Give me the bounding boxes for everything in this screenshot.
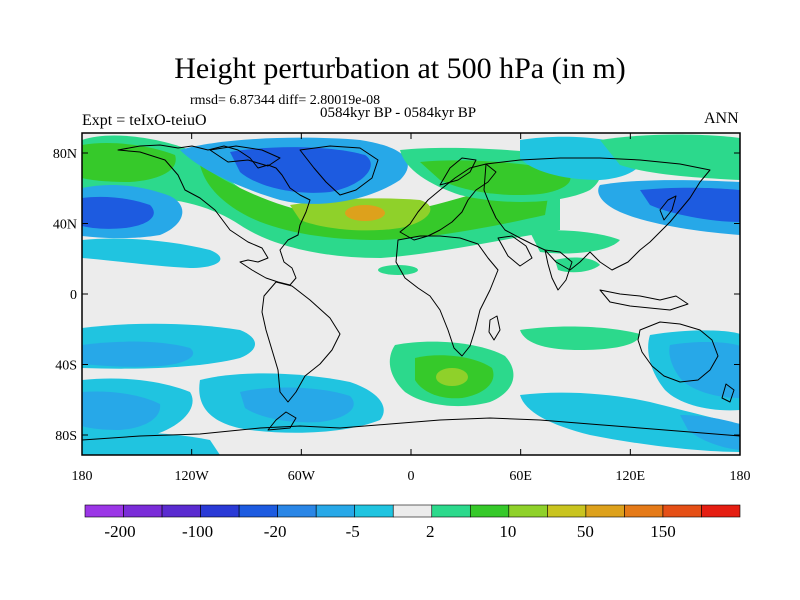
sh-negative-southern-east-mid (680, 415, 740, 450)
scandinavia-coast (439, 157, 477, 186)
south-america-coast (261, 281, 341, 403)
colorbar-label: -5 (346, 522, 360, 541)
lat-tick-label: 40S (55, 359, 77, 374)
colorbar-label: 10 (499, 522, 516, 541)
colorbar-swatch (469, 504, 510, 518)
coastlines (82, 144, 740, 441)
lon-tick-label: 180 (730, 469, 751, 484)
colorbar-swatch (315, 504, 356, 518)
antarctica-coast (82, 417, 740, 441)
asia-coast (483, 157, 711, 271)
nh-negative-americas-tail (82, 238, 221, 268)
colorbar-swatch (354, 504, 394, 518)
colorbar-label: -100 (182, 522, 213, 541)
north-america-coast (117, 144, 311, 286)
india-coast (544, 249, 573, 291)
colorbar-label: -20 (264, 522, 287, 541)
colorbar-swatch (200, 504, 240, 518)
nh-positive-west-lobe (82, 143, 176, 182)
colorbar-swatch (624, 504, 664, 518)
colorbar-swatch (161, 504, 201, 518)
lon-tick-label: 60W (288, 469, 316, 484)
map-title: Height perturbation at 500 hPa (in m) (174, 52, 626, 85)
nh-positive-max (345, 205, 385, 221)
nh-positive-core-west (200, 165, 550, 240)
colorbar-swatch (84, 504, 124, 518)
japan-coast (659, 195, 677, 221)
sh-negative-australia-mid (669, 342, 740, 398)
sh-negative-southern-west-mid (82, 391, 161, 430)
europe-coast (399, 163, 497, 241)
colorbar-labels: -200 -100 -20 -5 2 10 50 150 (104, 522, 675, 541)
nh-positive-east-lobe (530, 230, 620, 254)
lat-tick-label: 80S (55, 429, 77, 444)
lon-tick-label: 0 (408, 469, 415, 484)
lat-tick-label: 40N (53, 218, 77, 233)
colorbar-swatch (508, 504, 548, 518)
longitude-axis: 180 120W 60W 0 60E 120E 180 (72, 133, 751, 484)
indonesia-coast (599, 289, 689, 311)
lat-tick-label: 80N (53, 147, 77, 162)
colorbar-swatch (238, 504, 278, 518)
arctic-islands-coast (209, 145, 281, 167)
lon-tick-label: 60E (509, 469, 532, 484)
colorbar-swatch (585, 504, 625, 518)
colorbar-swatch (547, 504, 587, 518)
madagascar-coast (488, 315, 501, 341)
rmsd-diff-stats: rmsd= 6.87344 diff= 2.80019e-08 (190, 93, 381, 108)
colorbar-label: 50 (577, 522, 594, 541)
colorbar-swatch (392, 504, 433, 518)
new-zealand-coast (721, 383, 735, 403)
sh-negative-pacific-south-mid (240, 387, 354, 423)
colorbar (84, 504, 741, 518)
colorbar-swatch (123, 504, 163, 518)
experiment-label: Expt = teIxO-teiuO (82, 112, 207, 129)
lon-tick-label: 180 (72, 469, 93, 484)
australia-coast (637, 321, 719, 383)
colorbar-swatch (701, 504, 741, 518)
colorbar-label: -200 (104, 522, 135, 541)
nh-negative-greenland-core (230, 147, 371, 193)
colorbar-label: 2 (426, 522, 435, 541)
lon-tick-label: 120W (175, 469, 210, 484)
colorbar-swatch (277, 504, 317, 518)
arabia-coast (497, 235, 533, 267)
time-period-label: 0584kyr BP - 0584kyr BP (320, 105, 477, 121)
lat-tick-label: 0 (70, 288, 77, 303)
sh-negative-southern-east (520, 392, 740, 452)
africa-coast (395, 235, 499, 357)
sh-positive-south-atlantic-peak (436, 368, 468, 386)
colorbar-swatch (662, 504, 702, 518)
tropical-positive-atlantic (378, 265, 418, 275)
nh-positive-eurasia-core (420, 160, 571, 196)
nh-negative-pacific-core (640, 187, 740, 222)
sh-negative-pacific-west-mid (82, 341, 194, 367)
tropical-positive-indian (555, 257, 600, 273)
latitude-axis: 80N 40N 0 40S 80S (53, 147, 740, 444)
nh-negative-west-pacific-core (82, 196, 154, 229)
height-perturbation-field (82, 133, 740, 455)
season-label: ANN (704, 110, 739, 127)
lon-tick-label: 120E (616, 469, 646, 484)
sh-negative-patagonia (82, 432, 220, 455)
antarctic-peninsula-coast (267, 411, 297, 431)
sh-positive-indian (520, 326, 640, 350)
colorbar-swatch (431, 504, 471, 518)
greenland-coast (299, 145, 379, 196)
colorbar-label: 150 (650, 522, 676, 541)
